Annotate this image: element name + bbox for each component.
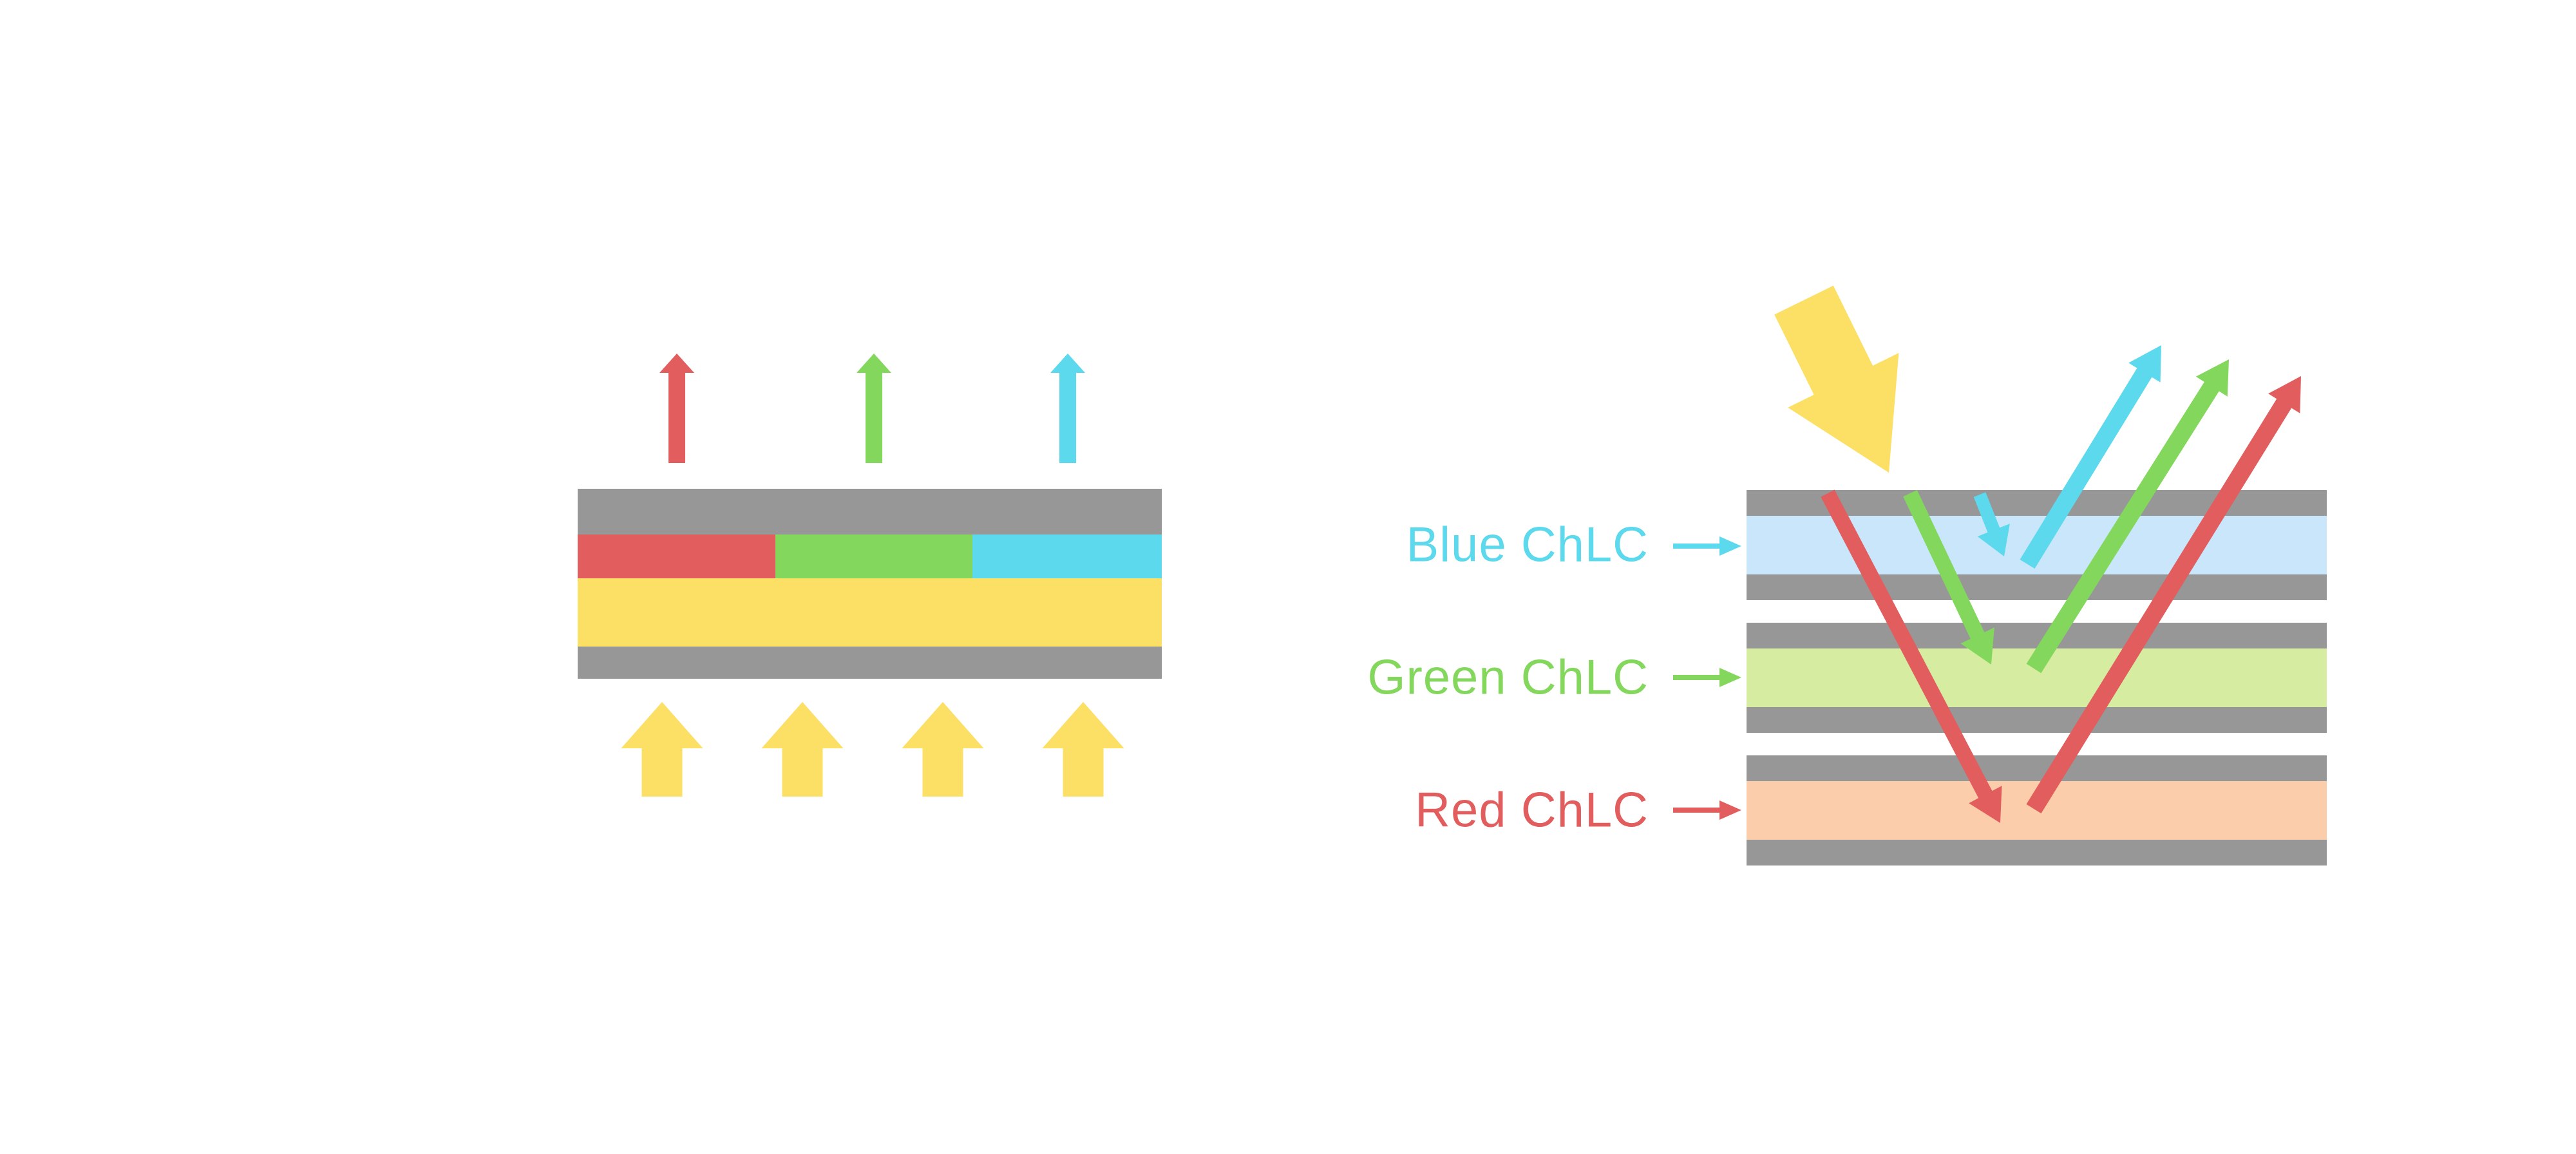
left-green-segment: [775, 534, 972, 578]
left-red-segment: [578, 534, 775, 578]
arrow-layer: [621, 285, 2301, 823]
red-ray-up-arrow: [2026, 376, 2301, 814]
right-stack: [1747, 490, 2327, 866]
backlight-arrow-4: [1042, 702, 1124, 797]
blue-label-pointer-arrow: [1673, 536, 1741, 556]
green-ray-down-arrow: [1903, 489, 1994, 665]
left-yellow-layer: [578, 578, 1162, 647]
green-cell-bottom-substrate: [1747, 707, 2327, 733]
red-cell-bottom-substrate: [1747, 840, 2327, 866]
green-cell-top-substrate: [1747, 623, 2327, 648]
red-cell-top-substrate: [1747, 755, 2327, 781]
left-cyan-segment: [972, 534, 1162, 578]
backlight-arrow-3: [902, 702, 984, 797]
red-label-pointer-arrow: [1673, 800, 1741, 820]
cyan-ray-down-arrow: [1973, 492, 2010, 556]
green-ray-up-arrow: [2026, 359, 2229, 674]
backlight-arrow-2: [761, 702, 844, 797]
green-label-pointer-arrow: [1673, 668, 1741, 687]
layer-labels: Blue ChLC Green ChLC Red ChLC: [1367, 518, 1649, 838]
red-output-arrow: [659, 354, 694, 463]
incident-light-arrow: [1774, 285, 1899, 473]
left-top-substrate: [578, 489, 1162, 534]
blue-cell-bottom-substrate: [1747, 574, 2327, 600]
red-ray-down-arrow: [1821, 489, 2002, 823]
cyan-output-arrow: [1050, 354, 1085, 463]
red-chlc-label: Red ChLC: [1415, 783, 1649, 838]
green-output-arrow: [857, 354, 891, 463]
blue-chlc-label: Blue ChLC: [1406, 518, 1649, 572]
backlight-arrow-1: [621, 702, 703, 797]
cyan-ray-up-arrow: [2020, 345, 2161, 569]
left-bottom-substrate: [578, 647, 1162, 679]
green-chlc-label: Green ChLC: [1367, 650, 1649, 705]
left-stack: [578, 489, 1162, 679]
